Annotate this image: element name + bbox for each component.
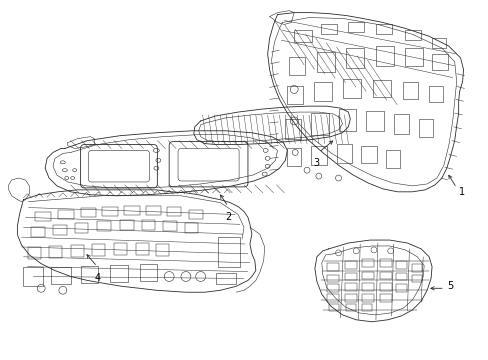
- Bar: [395, 284, 407, 292]
- Bar: [379, 283, 391, 291]
- Bar: [347, 22, 364, 32]
- Bar: [345, 294, 357, 302]
- Bar: [294, 30, 311, 42]
- Bar: [346, 48, 364, 68]
- Bar: [402, 82, 417, 99]
- Bar: [287, 148, 301, 166]
- Bar: [379, 259, 391, 267]
- Bar: [326, 294, 338, 302]
- Bar: [326, 284, 338, 292]
- Text: 1: 1: [458, 187, 464, 197]
- Bar: [35, 212, 51, 221]
- Bar: [326, 263, 338, 271]
- Bar: [163, 221, 177, 231]
- Bar: [310, 113, 328, 135]
- Bar: [320, 24, 336, 34]
- Bar: [405, 30, 420, 40]
- Bar: [216, 273, 236, 284]
- Bar: [218, 237, 240, 267]
- Bar: [28, 247, 41, 259]
- Bar: [167, 207, 181, 216]
- Bar: [114, 243, 126, 255]
- Bar: [145, 206, 161, 215]
- Text: 4: 4: [94, 273, 100, 283]
- Bar: [58, 210, 74, 219]
- Bar: [362, 259, 373, 267]
- Bar: [345, 261, 357, 269]
- Bar: [81, 266, 98, 283]
- Bar: [289, 57, 305, 75]
- Bar: [385, 150, 399, 168]
- Bar: [375, 24, 391, 34]
- Text: 3: 3: [313, 158, 319, 168]
- Bar: [316, 52, 334, 72]
- Bar: [102, 207, 118, 216]
- Bar: [53, 225, 67, 235]
- Bar: [361, 145, 376, 163]
- Bar: [285, 119, 301, 139]
- Bar: [328, 304, 338, 311]
- Bar: [97, 221, 111, 231]
- Bar: [313, 82, 331, 101]
- Bar: [346, 304, 356, 311]
- Bar: [395, 273, 407, 280]
- Bar: [326, 275, 338, 282]
- Bar: [75, 223, 88, 233]
- Bar: [123, 206, 140, 215]
- Bar: [345, 273, 357, 280]
- Bar: [362, 283, 373, 291]
- Bar: [428, 86, 442, 102]
- Bar: [81, 208, 96, 217]
- Bar: [338, 109, 356, 131]
- Bar: [110, 265, 127, 282]
- Bar: [31, 227, 45, 237]
- Bar: [136, 243, 148, 255]
- Bar: [379, 271, 391, 279]
- Bar: [362, 271, 373, 279]
- Bar: [343, 78, 361, 98]
- Bar: [393, 114, 408, 134]
- Bar: [366, 111, 383, 131]
- Bar: [188, 210, 202, 219]
- Bar: [184, 223, 197, 233]
- Bar: [431, 38, 445, 48]
- Text: 2: 2: [224, 212, 231, 222]
- Bar: [336, 144, 351, 163]
- Bar: [411, 264, 421, 271]
- Bar: [362, 294, 373, 302]
- Bar: [92, 244, 105, 256]
- Bar: [23, 267, 43, 286]
- Text: 5: 5: [446, 281, 452, 291]
- Bar: [140, 264, 157, 282]
- Bar: [431, 54, 447, 70]
- Bar: [411, 275, 421, 282]
- Bar: [287, 86, 303, 104]
- Bar: [71, 245, 83, 257]
- Bar: [372, 80, 390, 97]
- Bar: [156, 244, 169, 256]
- Bar: [375, 46, 393, 66]
- Bar: [345, 283, 357, 291]
- Bar: [362, 304, 371, 311]
- Bar: [418, 119, 432, 137]
- Bar: [51, 267, 71, 284]
- Bar: [395, 261, 407, 269]
- Bar: [310, 145, 326, 165]
- Bar: [379, 294, 391, 302]
- Bar: [142, 220, 155, 230]
- Bar: [49, 246, 62, 258]
- Bar: [405, 48, 422, 66]
- Bar: [120, 220, 133, 230]
